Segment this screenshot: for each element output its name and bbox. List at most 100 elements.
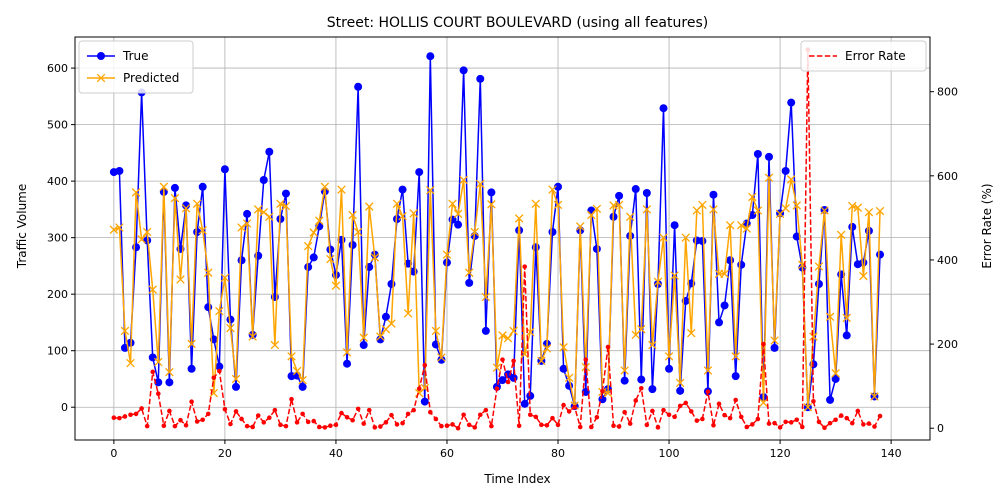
data-point [539, 422, 544, 428]
data-point [122, 414, 128, 419]
data-point [670, 221, 679, 230]
data-point [827, 420, 833, 426]
data-point [814, 262, 824, 271]
data-point [459, 66, 468, 75]
data-point [128, 412, 133, 418]
data-point [516, 423, 522, 428]
data-point [637, 324, 646, 334]
data-point [239, 416, 244, 422]
data-point [448, 199, 457, 208]
data-point [648, 385, 657, 394]
x-tick-label: 140 [881, 447, 902, 460]
data-point [864, 207, 874, 217]
data-point [848, 201, 857, 211]
data-point [398, 185, 407, 194]
data-point [115, 166, 124, 175]
data-point [731, 372, 740, 381]
data-point [481, 326, 490, 335]
data-point [554, 182, 563, 191]
data-point [731, 352, 740, 361]
data-point [592, 244, 601, 253]
data-point [311, 418, 317, 424]
data-point [564, 373, 574, 383]
data-point [550, 415, 555, 421]
data-point [298, 382, 307, 391]
data-point [770, 336, 779, 345]
data-point [364, 202, 374, 211]
data-point [300, 411, 305, 417]
data-point [289, 396, 294, 402]
data-point [642, 205, 652, 214]
data-point [205, 411, 211, 417]
data-point [505, 379, 511, 385]
series-error-rate [111, 47, 883, 431]
data-point [333, 422, 339, 428]
data-point [489, 423, 494, 429]
data-point [492, 363, 502, 372]
legend-label: Predicted [123, 71, 179, 85]
data-point [509, 326, 518, 336]
data-point [594, 414, 600, 420]
data-point [187, 364, 196, 373]
data-point [611, 423, 616, 428]
data-point [498, 331, 507, 340]
data-point [531, 243, 540, 252]
data-point [709, 205, 718, 214]
data-point [548, 228, 557, 236]
legend-left: True Predicted [78, 40, 194, 94]
data-point [409, 209, 418, 218]
data-point [309, 228, 318, 237]
data-point [614, 200, 624, 210]
data-point [298, 375, 307, 385]
data-point [403, 309, 413, 318]
x-tick-label: 120 [770, 447, 791, 460]
data-point [159, 182, 169, 192]
data-point [748, 211, 757, 220]
data-point [431, 326, 441, 336]
data-point [328, 423, 333, 428]
data-point [215, 306, 224, 316]
legend-box [800, 40, 927, 72]
data-point [520, 399, 529, 408]
data-point [870, 392, 879, 401]
data-point [165, 367, 174, 377]
data-point [232, 382, 241, 391]
data-point [566, 409, 572, 414]
data-point [826, 395, 835, 404]
data-point [633, 398, 639, 403]
data-point [470, 227, 479, 237]
series-predicted [109, 173, 885, 412]
data-point [117, 415, 122, 421]
data-point [866, 421, 872, 426]
data-point [742, 224, 752, 233]
y-tick-label: 200 [47, 288, 68, 301]
data-point [600, 388, 605, 394]
data-point [705, 389, 711, 394]
data-point [655, 425, 661, 430]
data-point [242, 219, 252, 228]
data-point [305, 419, 311, 425]
data-point [226, 323, 235, 333]
legend-right: Error Rate [800, 40, 927, 72]
data-point [781, 166, 790, 175]
data-point [642, 189, 651, 197]
x-tick-label: 100 [659, 447, 680, 460]
data-point [259, 207, 269, 217]
data-point [648, 340, 657, 350]
data-point [389, 412, 394, 418]
x-axis-label: Time Index [483, 472, 550, 486]
data-point [228, 421, 233, 427]
data-point [376, 335, 385, 344]
data-point [553, 200, 563, 210]
plot-frame [74, 36, 931, 441]
data-point [877, 413, 883, 419]
data-point [631, 185, 640, 194]
data-point [750, 422, 755, 427]
data-point [415, 168, 424, 177]
data-point [337, 185, 346, 194]
data-point [359, 341, 368, 350]
data-point [394, 422, 400, 427]
data-point [687, 328, 696, 338]
data-point [348, 241, 357, 249]
